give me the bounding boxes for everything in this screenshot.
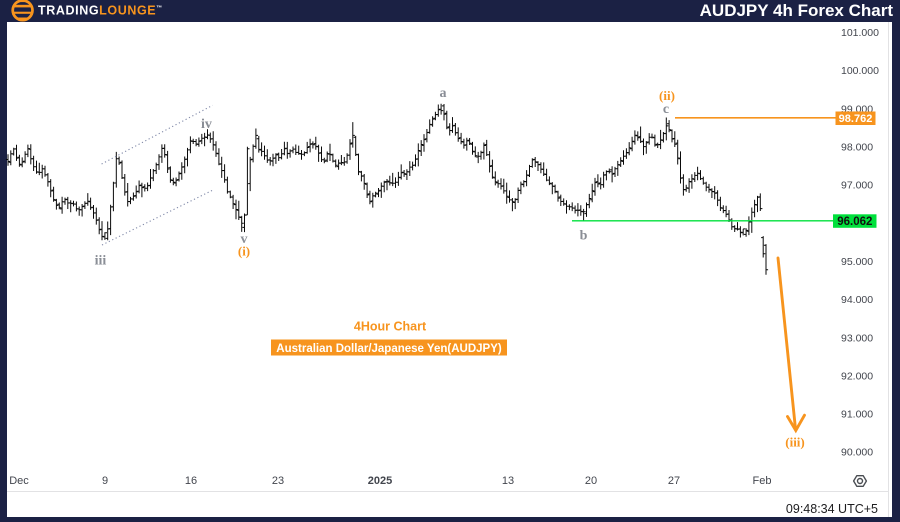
svg-text:Feb: Feb	[753, 475, 772, 487]
svg-text:98.762: 98.762	[839, 113, 873, 125]
svg-text:Australian Dollar/Japanese Yen: Australian Dollar/Japanese Yen(AUDJPY)	[276, 343, 502, 355]
svg-text:92.000: 92.000	[841, 370, 873, 382]
svg-text:a: a	[440, 86, 447, 101]
svg-text:09:48:34 UTC+5: 09:48:34 UTC+5	[786, 502, 878, 516]
svg-text:iv: iv	[201, 117, 212, 132]
svg-text:98.000: 98.000	[841, 142, 873, 154]
svg-text:20: 20	[585, 475, 597, 487]
svg-text:v: v	[241, 232, 248, 247]
svg-text:101.000: 101.000	[841, 27, 879, 39]
svg-text:4Hour Chart: 4Hour Chart	[354, 320, 427, 334]
svg-text:23: 23	[272, 475, 284, 487]
svg-text:c: c	[663, 102, 669, 117]
svg-text:iii: iii	[95, 254, 107, 269]
svg-text:AUDJPY 4h Forex Chart: AUDJPY 4h Forex Chart	[700, 1, 894, 20]
svg-text:(iii): (iii)	[785, 435, 805, 450]
svg-text:100.000: 100.000	[841, 65, 879, 77]
svg-text:96.062: 96.062	[837, 216, 872, 228]
svg-text:93.000: 93.000	[841, 332, 873, 344]
svg-text:27: 27	[668, 475, 680, 487]
svg-text:TRADINGLOUNGE™: TRADINGLOUNGE™	[38, 4, 163, 18]
svg-text:b: b	[580, 229, 588, 244]
svg-text:(i): (i)	[238, 244, 250, 259]
svg-text:9: 9	[102, 475, 108, 487]
svg-text:91.000: 91.000	[841, 409, 873, 421]
svg-text:13: 13	[502, 475, 514, 487]
svg-text:(ii): (ii)	[659, 88, 675, 103]
svg-text:2025: 2025	[368, 475, 392, 487]
svg-text:Dec: Dec	[9, 475, 29, 487]
svg-text:97.000: 97.000	[841, 180, 873, 192]
svg-text:16: 16	[185, 475, 197, 487]
svg-text:90.000: 90.000	[841, 447, 873, 459]
svg-text:95.000: 95.000	[841, 256, 873, 268]
svg-text:94.000: 94.000	[841, 294, 873, 306]
